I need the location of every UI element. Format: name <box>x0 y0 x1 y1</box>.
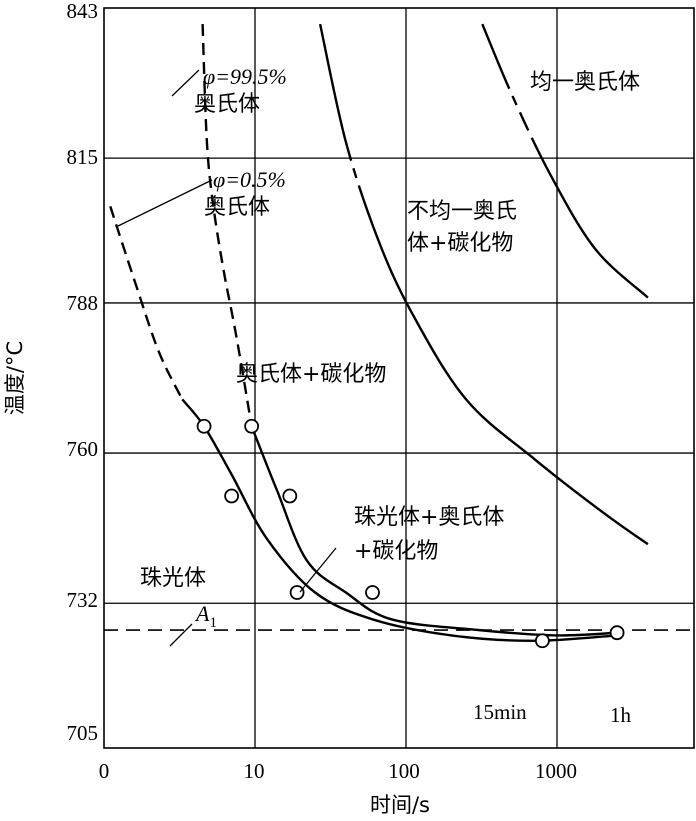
plot-frame <box>103 7 695 749</box>
marker-s1-1 <box>282 488 298 504</box>
label-austenite-low: 奥氏体 <box>204 195 270 220</box>
label-austenite-high: 奥氏体 <box>194 92 260 117</box>
leader-phi-low <box>117 179 213 227</box>
x-tick-0: 0 <box>99 759 110 783</box>
label-pearlite-mix-line2: +碳化物 <box>354 539 438 564</box>
y-axis-label: 温度/°C <box>3 341 27 415</box>
label-pearlite-mix-line1: 珠光体+奥氏体 <box>354 505 504 530</box>
leader-lines <box>117 69 337 647</box>
series-phi-0-5-solid <box>181 398 618 643</box>
y-tick-732: 732 <box>67 588 99 612</box>
marker-s0-0 <box>196 418 212 434</box>
y-tick-705: 705 <box>67 721 99 745</box>
leader-pearlite-mix <box>299 547 337 593</box>
curves-group <box>109 23 649 643</box>
x-axis-label: 时间/s <box>370 793 430 817</box>
label-a1: A1 <box>194 601 217 631</box>
label-austenite-carbide: 奥氏体+碳化物 <box>236 362 386 387</box>
marker-s1-3 <box>365 585 380 600</box>
series-inhomogeneous <box>318 23 649 546</box>
y-tick-labels: 843 815 788 760 732 705 <box>67 0 99 745</box>
label-inhomogeneous-austenite-line2: 体+碳化物 <box>407 231 513 256</box>
label-1h: 1h <box>610 703 632 727</box>
y-tick-843: 843 <box>67 0 99 23</box>
leader-phi-high <box>171 69 200 97</box>
label-phi-0-5: φ=0.5% <box>213 167 286 192</box>
grid-lines <box>103 7 695 749</box>
label-inhomogeneous-austenite-line1: 不均一奥氏 <box>407 199 517 224</box>
markers-group <box>196 418 625 649</box>
series-homogeneous <box>481 23 649 299</box>
marker-s1-2 <box>289 585 305 600</box>
x-tick-labels: 0 10 100 1000 <box>99 759 577 783</box>
label-phi-99-5: φ=99.5% <box>203 64 287 89</box>
leader-a1 <box>169 623 193 647</box>
marker-s1-4 <box>609 625 625 641</box>
marker-s1-0 <box>244 418 260 434</box>
series-phi-99-5-solid <box>250 425 618 637</box>
label-homogeneous-austenite: 均一奥氏体 <box>530 70 640 95</box>
x-tick-1000: 1000 <box>535 759 577 783</box>
series-phi-0-5-dashed <box>109 206 184 400</box>
y-tick-760: 760 <box>67 437 99 461</box>
marker-s0-1 <box>224 488 240 504</box>
marker-s0-2 <box>534 633 550 649</box>
series-phi-99-5-dashed <box>201 24 253 427</box>
x-tick-10: 10 <box>244 759 265 783</box>
label-15min: 15min <box>473 700 527 724</box>
y-tick-788: 788 <box>67 291 99 315</box>
x-tick-100: 100 <box>388 759 420 783</box>
y-tick-815: 815 <box>67 145 99 169</box>
label-pearlite: 珠光体 <box>140 566 206 591</box>
